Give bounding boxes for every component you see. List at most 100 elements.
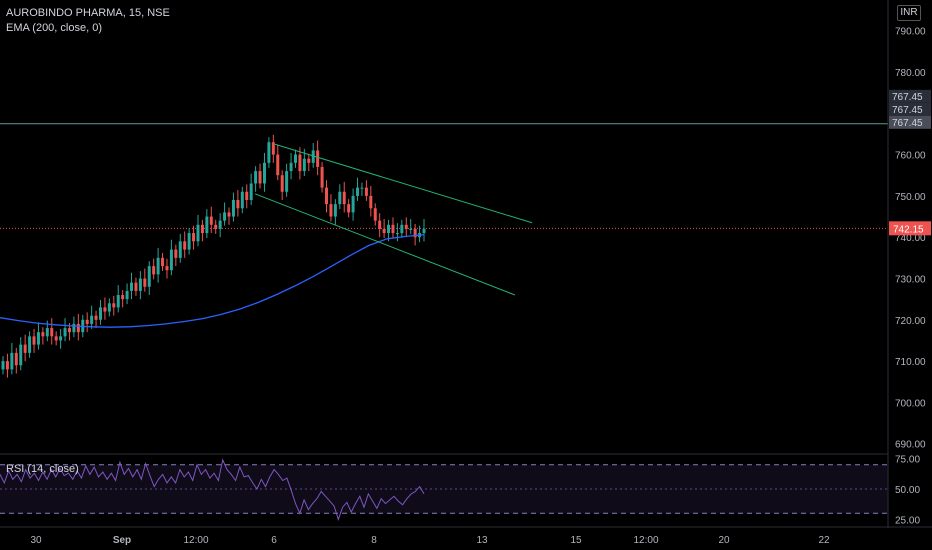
candle-body [325,187,329,205]
candle-body [333,204,337,217]
candle-body [5,361,9,370]
price-label-bg [889,89,931,103]
x-tick-label: 6 [271,535,277,546]
rsi-y-tick-label: 75.00 [895,455,920,466]
candle-body [369,195,373,209]
candle-body [276,154,280,176]
candle-body [245,191,249,201]
candle-body [98,307,102,320]
candle-body [347,204,351,213]
candle-body [320,166,324,188]
candle-body [32,336,36,345]
candle-body [54,336,58,341]
candle-body [134,282,138,291]
channel-upper-line [274,143,533,224]
candle-body [152,266,156,275]
candle-body [382,228,386,234]
candle-body [112,303,116,308]
rsi-legend: RSI (14, close) [6,463,79,475]
candle-body [280,175,284,192]
y-tick-label: 690.00 [895,440,926,451]
y-tick-label: 760.00 [895,151,926,162]
candle-body [387,224,391,234]
candle-body [10,352,14,370]
horizontal-line-price-label: 767.45 [892,92,923,103]
currency-button[interactable]: INR [897,5,921,21]
candle-body [67,328,71,333]
x-tick-label: Sep [113,535,131,546]
candle-body [413,228,417,238]
main-price-pane[interactable] [0,123,888,378]
x-tick-label: 13 [476,535,488,546]
candle-body [307,158,311,163]
x-tick-label: 22 [818,535,830,546]
candle-body [254,171,258,184]
candle-body [289,162,293,172]
candle-body [236,200,240,209]
rsi-band-fill [0,464,888,514]
x-tick-label: 20 [718,535,730,546]
candle-body [249,183,253,201]
rsi-line [0,458,425,521]
candle-body [240,191,244,209]
candle-body [116,295,120,308]
x-tick-label: 15 [570,535,582,546]
candle-body [351,195,355,213]
current-price-label: 742.15 [893,224,924,235]
y-tick-label: 700.00 [895,398,926,409]
candle-body [130,282,134,291]
candle-body [404,224,408,229]
candle-body [23,344,27,353]
candle-body [192,233,196,242]
ema-200-line [0,234,425,328]
candle-body [50,328,54,337]
candle-body [316,150,320,167]
candle-body [364,187,368,196]
candle-body [178,241,182,258]
candle-body [143,278,147,287]
candle-body [187,233,191,250]
candle-body [156,257,160,275]
candle-body [103,307,107,312]
candle-body [63,328,67,337]
candle-body [196,224,200,242]
current-price-badge [889,221,931,236]
candle-body [356,187,360,196]
candle-body [94,315,98,320]
candle-body [422,228,426,234]
candle-body [298,154,302,172]
candle-body [223,212,227,221]
candle-body [311,150,315,163]
candle-body [72,323,76,333]
symbol-title: AUROBINDO PHARMA, 15, NSE [6,7,170,19]
candle-body [174,249,178,258]
candle-body [378,220,382,229]
candle-body [121,295,125,300]
candle-body [267,142,271,163]
candle-body [138,278,142,291]
rsi-y-tick-label: 50.00 [895,485,920,496]
horizontal-line-price-label: 767.45 [892,105,923,116]
candle-body [36,332,40,345]
x-tick-label: 12:00 [183,535,208,546]
y-tick-label: 750.00 [895,192,926,203]
candle-body [338,191,342,205]
candle-body [271,142,275,155]
candle-body [107,303,111,312]
candle-body [395,233,399,235]
candle-body [209,216,213,225]
candle-body [45,328,49,337]
x-tick-label: 12:00 [633,535,658,546]
candle-body [258,171,262,184]
rsi-pane[interactable] [0,458,888,521]
candle-body [19,344,23,366]
y-tick-label: 730.00 [895,275,926,286]
candle-body [285,171,289,192]
candle-body [373,208,377,221]
y-tick-label: 780.00 [895,68,926,79]
y-tick-label: 710.00 [895,357,926,368]
candle-body [28,336,32,353]
candle-body [360,187,364,189]
candle-body [218,220,222,229]
